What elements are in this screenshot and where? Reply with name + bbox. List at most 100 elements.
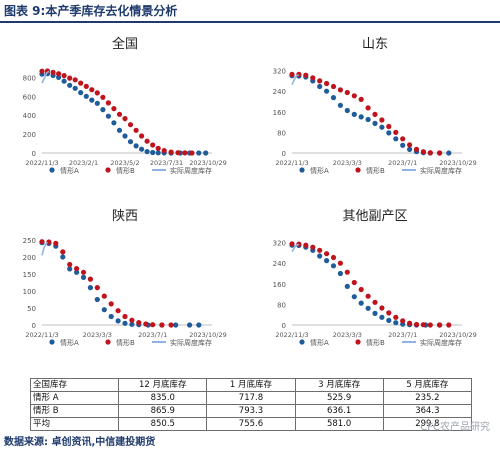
data-point-b [67,75,73,81]
data-point-b [61,73,67,79]
y-tick-label: 80 [277,129,286,137]
data-point-b [189,150,195,156]
data-point-b [358,286,364,293]
data-point-b [150,142,156,148]
table-cell: 情形 B [29,404,120,418]
legend-marker [355,339,361,345]
x-tick-label: 2022/11/3 [25,159,58,167]
data-point-b [317,78,323,84]
y-tick-label: 800 [23,74,36,82]
data-point-b [303,242,309,248]
legend-marker [105,339,111,345]
data-point-a [365,305,371,311]
data-point-b [39,68,45,74]
data-point-a [386,317,392,323]
data-point-a [61,78,67,84]
data-point-b [60,249,66,255]
data-point-b [386,123,392,130]
x-tick-label: 2023/7/1 [138,331,167,339]
legend-marker [299,167,305,173]
chart-title: 其他副产区 [342,209,407,224]
legend-marker [49,339,55,345]
data-point-b [143,321,149,327]
series-line-actual [291,74,300,86]
y-tick-label: 50 [27,305,36,313]
data-point-b [437,150,443,156]
x-tick-label: 2023/10/29 [439,159,476,167]
data-point-b [437,322,443,328]
y-tick-label: 240 [273,88,286,96]
legend-marker [49,167,55,173]
data-point-b [372,299,378,305]
legend-marker [105,167,111,173]
data-point-b [330,254,337,261]
data-point-b [413,321,420,328]
y-tick-label: 0 [32,322,36,330]
data-point-b [337,260,343,266]
legend-label: 情形A [310,338,329,347]
data-point-a [358,114,364,120]
data-point-a [337,270,343,277]
data-point-b [344,89,350,96]
data-point-b [127,122,134,128]
series-line-actual [41,70,50,84]
table-cell: 平均 [29,417,120,431]
x-tick-label: 2023/3/3 [333,331,362,339]
x-tick-label: 2022/11/3 [275,159,308,167]
x-tick-label: 2023/2/1 [69,159,98,167]
data-point-b [393,314,399,320]
chart-title: 全国 [112,36,138,52]
y-tick-label: 600 [23,93,36,101]
legend-marker [299,339,305,345]
table-header-cell: 1 月底库存 [206,378,296,392]
data-point-b [420,149,426,155]
data-point-b [136,320,142,326]
x-tick-label: 2022/11/3 [275,331,308,339]
chart-shandong: 山东 0 80 160 240 320 2022/11/3 2023/3/3 2023/7/1 2… [273,37,477,175]
data-point-b [337,87,343,93]
table-cell: 235.2 [382,391,473,405]
table-header-row: 全国库存 12 月底库存 1 月底库存 3 月底库存 5 月底库存 [29,378,473,392]
data-point-b [296,241,302,247]
y-tick-label: 250 [23,237,36,245]
y-tick-label: 400 [23,112,36,120]
legend-marker [355,167,361,173]
data-point-a [83,93,89,99]
watermark: CFC农产品研究 [420,422,490,433]
data-point-a [94,100,100,106]
data-point-b [155,145,161,151]
data-point-a [358,300,364,306]
data-point-a [379,314,385,320]
data-point-b [108,301,114,307]
y-tick-label: 320 [273,68,286,76]
data-point-a [344,107,350,114]
y-tick-label: 160 [273,109,286,117]
data-point-b [94,285,100,291]
data-point-b [330,83,337,90]
data-point-a [337,102,343,108]
data-point-b [78,80,84,86]
legend-label: 情形B [116,338,135,347]
legend-label: 实际周度库存 [420,166,462,175]
table-cell: 835.0 [118,391,208,405]
table-cell: 793.3 [206,404,296,418]
data-point-a [324,258,330,264]
data-point-a [127,139,134,145]
x-tick-label: 2023/5/2 [110,159,139,167]
data-point-b [89,87,95,93]
data-point-a [393,320,399,326]
table-cell: 865.9 [118,404,208,418]
data-point-b [72,77,78,83]
x-tick-label: 2023/10/29 [439,331,476,339]
data-point-b [358,96,364,102]
y-tick-label: 160 [273,281,286,289]
data-point-a [108,313,114,320]
table-cell: 情形 A [29,391,120,405]
data-point-b [351,93,357,99]
data-point-b [129,317,135,323]
data-point-b [175,150,181,156]
table-row: 情形 B 865.9 793.3 636.1 364.3 [29,404,473,418]
data-point-a [80,274,87,280]
data-point-a [351,294,357,300]
data-point-a [139,146,145,152]
